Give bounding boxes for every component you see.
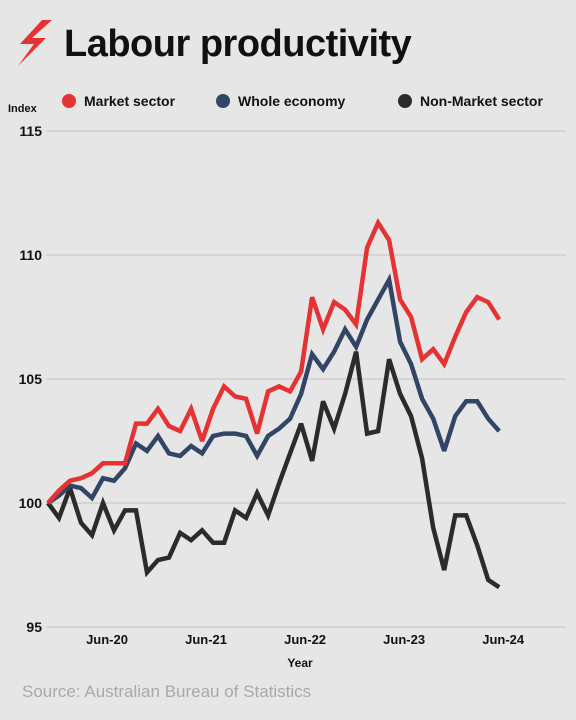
x-tick-label: Jun-20 — [86, 632, 128, 647]
legend-label-non-market-sector: Non-Market sector — [420, 93, 543, 109]
x-tick-label: Jun-24 — [482, 632, 525, 647]
legend-label-whole-economy: Whole economy — [238, 93, 346, 109]
sbs-logo-icon — [18, 20, 52, 66]
x-axis-label: Year — [287, 656, 313, 670]
legend-dot-non-market-sector — [398, 94, 412, 108]
y-tick-labels: 95 100 105 110 115 — [19, 123, 43, 635]
legend-label-market-sector: Market sector — [84, 93, 176, 109]
source-note: Source: Australian Bureau of Statistics — [22, 682, 312, 701]
series-line-whole-economy — [46, 273, 501, 505]
y-tick-label: 110 — [19, 247, 42, 263]
page-title: Labour productivity — [64, 23, 412, 65]
legend-dot-whole-economy — [216, 94, 230, 108]
y-tick-label: 100 — [19, 495, 43, 511]
legend-dot-market-sector — [62, 94, 76, 108]
x-tick-label: Jun-21 — [185, 632, 227, 647]
legend-item-non-market-sector: Non-Market sector — [398, 93, 543, 109]
y-tick-label: 95 — [26, 619, 42, 635]
series-lines — [46, 218, 502, 590]
series-line-market-sector — [46, 218, 502, 505]
x-tick-label: Jun-22 — [284, 632, 326, 647]
grid-lines — [46, 130, 566, 628]
x-tick-label: Jun-23 — [383, 632, 425, 647]
series-line-non-market-sector — [46, 351, 501, 590]
y-tick-label: 105 — [19, 371, 43, 387]
y-tick-label: 115 — [19, 123, 42, 139]
x-tick-labels: Jun-20 Jun-21 Jun-22 Jun-23 Jun-24 — [86, 632, 525, 647]
legend-item-whole-economy: Whole economy — [216, 93, 345, 109]
y-axis-label: Index — [8, 103, 37, 115]
legend-item-market-sector: Market sector — [62, 93, 175, 109]
chart-legend: Market sector Whole economy Non-Market s… — [62, 93, 572, 115]
